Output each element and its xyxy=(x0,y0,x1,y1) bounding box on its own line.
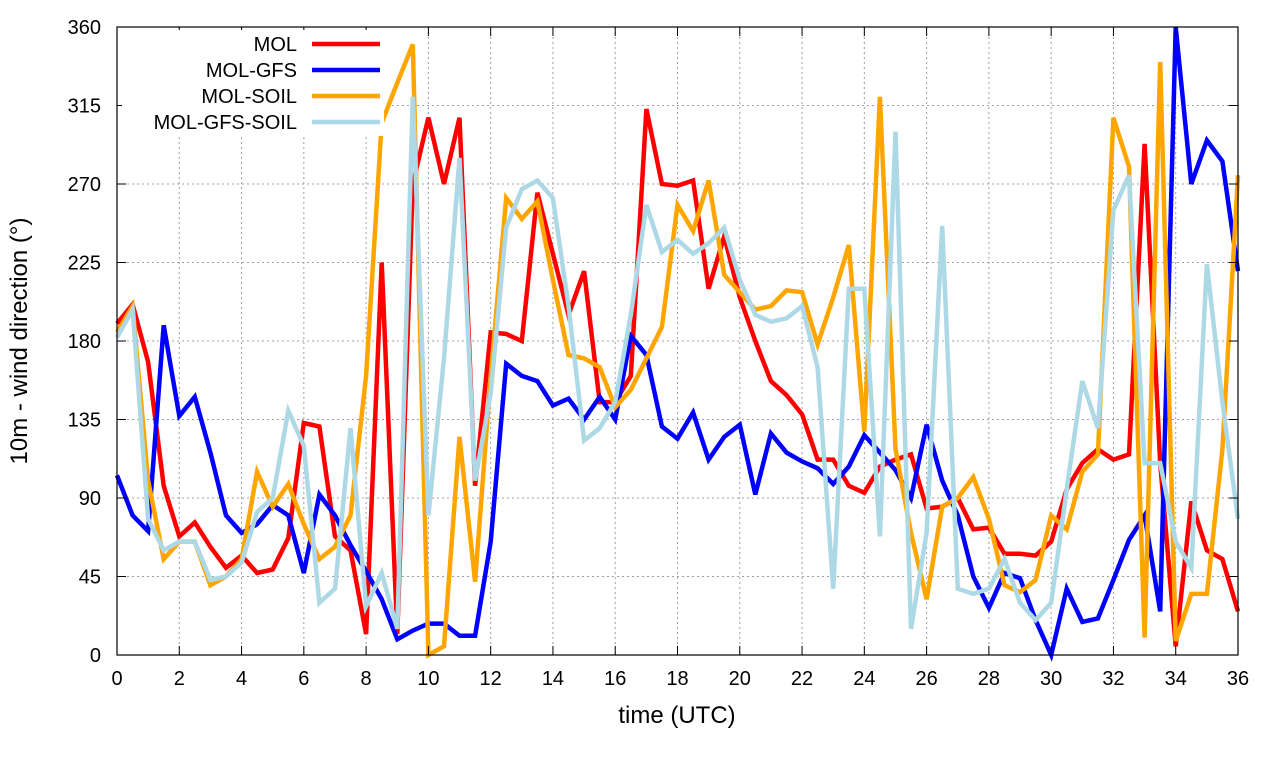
y-tick-label: 135 xyxy=(68,410,101,432)
x-tick-label: 6 xyxy=(298,668,309,690)
x-tick-label: 0 xyxy=(111,668,122,690)
y-axis-label: 10m - wind direction (°) xyxy=(6,217,33,464)
legend-label: MOL-GFS xyxy=(206,60,297,82)
y-tick-label: 315 xyxy=(68,96,101,118)
x-tick-label: 32 xyxy=(1102,668,1124,690)
series-line-mol-gfs-soil xyxy=(115,96,1241,630)
x-tick-label: 8 xyxy=(361,668,372,690)
x-tick-label: 26 xyxy=(915,668,937,690)
legend-label: MOL-GFS-SOIL xyxy=(154,112,297,134)
x-axis-label: time (UTC) xyxy=(618,702,735,729)
x-tick-label: 20 xyxy=(729,668,751,690)
legend-background xyxy=(122,30,384,136)
series-line-mol xyxy=(115,108,1241,647)
y-tick-label: 45 xyxy=(79,567,101,589)
y-tick-label: 225 xyxy=(68,253,101,275)
y-tick-label: 270 xyxy=(68,174,101,196)
x-tick-label: 2 xyxy=(174,668,185,690)
x-tick-label: 10 xyxy=(417,668,439,690)
series-line-mol-soil xyxy=(115,43,1241,659)
x-tick-labels: 0 2 4 6 8 10 12 14 16 18 20 22 24 26 28 30 32 34 36 xyxy=(111,668,1249,690)
x-tick-label: 4 xyxy=(236,668,247,690)
x-tick-label: 24 xyxy=(853,668,875,690)
x-tick-label: 30 xyxy=(1040,668,1062,690)
x-tick-label: 36 xyxy=(1227,668,1249,690)
x-tick-label: 22 xyxy=(791,668,813,690)
y-tick-label: 360 xyxy=(68,17,101,39)
x-tick-label: 14 xyxy=(542,668,564,690)
y-tick-label: 90 xyxy=(79,488,101,510)
legend-label: MOL xyxy=(254,34,297,56)
legend: MOL MOL-GFS MOL-SOIL MOL-GFS-SOIL xyxy=(122,30,384,136)
y-tick-label: 0 xyxy=(90,645,101,667)
x-tick-label: 34 xyxy=(1165,668,1187,690)
legend-label: MOL-SOIL xyxy=(201,86,297,108)
x-tick-label: 16 xyxy=(604,668,626,690)
x-tick-label: 28 xyxy=(978,668,1000,690)
y-tick-labels: 0 45 90 135 180 225 270 315 360 xyxy=(68,17,101,667)
x-tick-label: 18 xyxy=(666,668,688,690)
x-tick-label: 12 xyxy=(480,668,502,690)
y-tick-label: 180 xyxy=(68,331,101,353)
